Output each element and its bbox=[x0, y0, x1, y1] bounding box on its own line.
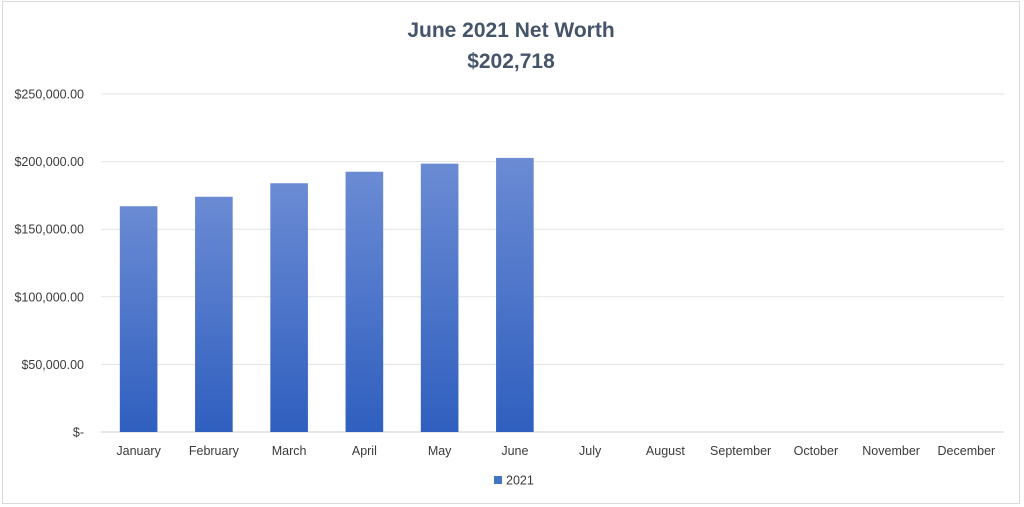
y-tick-label: $100,000.00 bbox=[14, 290, 84, 304]
bar-june bbox=[496, 157, 534, 432]
legend-label-2021: 2021 bbox=[506, 474, 534, 488]
bar-january bbox=[119, 206, 158, 432]
bars bbox=[119, 157, 534, 433]
bar-march bbox=[270, 183, 308, 432]
x-tick-label: May bbox=[428, 444, 452, 458]
x-tick-label: February bbox=[189, 444, 240, 458]
x-tick-label: March bbox=[272, 444, 307, 458]
legend: 2021 bbox=[494, 474, 534, 488]
legend-swatch-2021 bbox=[494, 476, 502, 484]
x-tick-label: August bbox=[646, 444, 685, 458]
x-tick-label: October bbox=[794, 444, 838, 458]
x-tick-label: November bbox=[862, 444, 920, 458]
bar-february bbox=[195, 196, 233, 432]
chart-subtitle: $202,718 bbox=[467, 50, 555, 73]
x-tick-label: June bbox=[501, 444, 528, 458]
bar-may bbox=[420, 163, 459, 433]
x-tick-label: December bbox=[938, 444, 996, 458]
x-axis-ticks: January February March April May June July Augu… bbox=[116, 444, 995, 458]
y-tick-label: $- bbox=[73, 426, 84, 440]
x-tick-label: January bbox=[116, 444, 161, 458]
y-tick-label: $50,000.00 bbox=[21, 358, 84, 372]
bar-april bbox=[345, 171, 384, 433]
chart-title: June 2021 Net Worth bbox=[407, 19, 614, 42]
y-tick-label: $200,000.00 bbox=[14, 155, 84, 169]
y-axis-ticks: $- $50,000.00 $100,000.00 $150,000.00 $200,0… bbox=[14, 88, 84, 440]
x-tick-label: July bbox=[579, 444, 602, 458]
gridlines bbox=[101, 93, 1004, 433]
x-tick-label: April bbox=[352, 444, 377, 458]
y-tick-label: $150,000.00 bbox=[14, 223, 84, 237]
x-tick-label: September bbox=[710, 444, 771, 458]
y-tick-label: $250,000.00 bbox=[14, 88, 84, 102]
